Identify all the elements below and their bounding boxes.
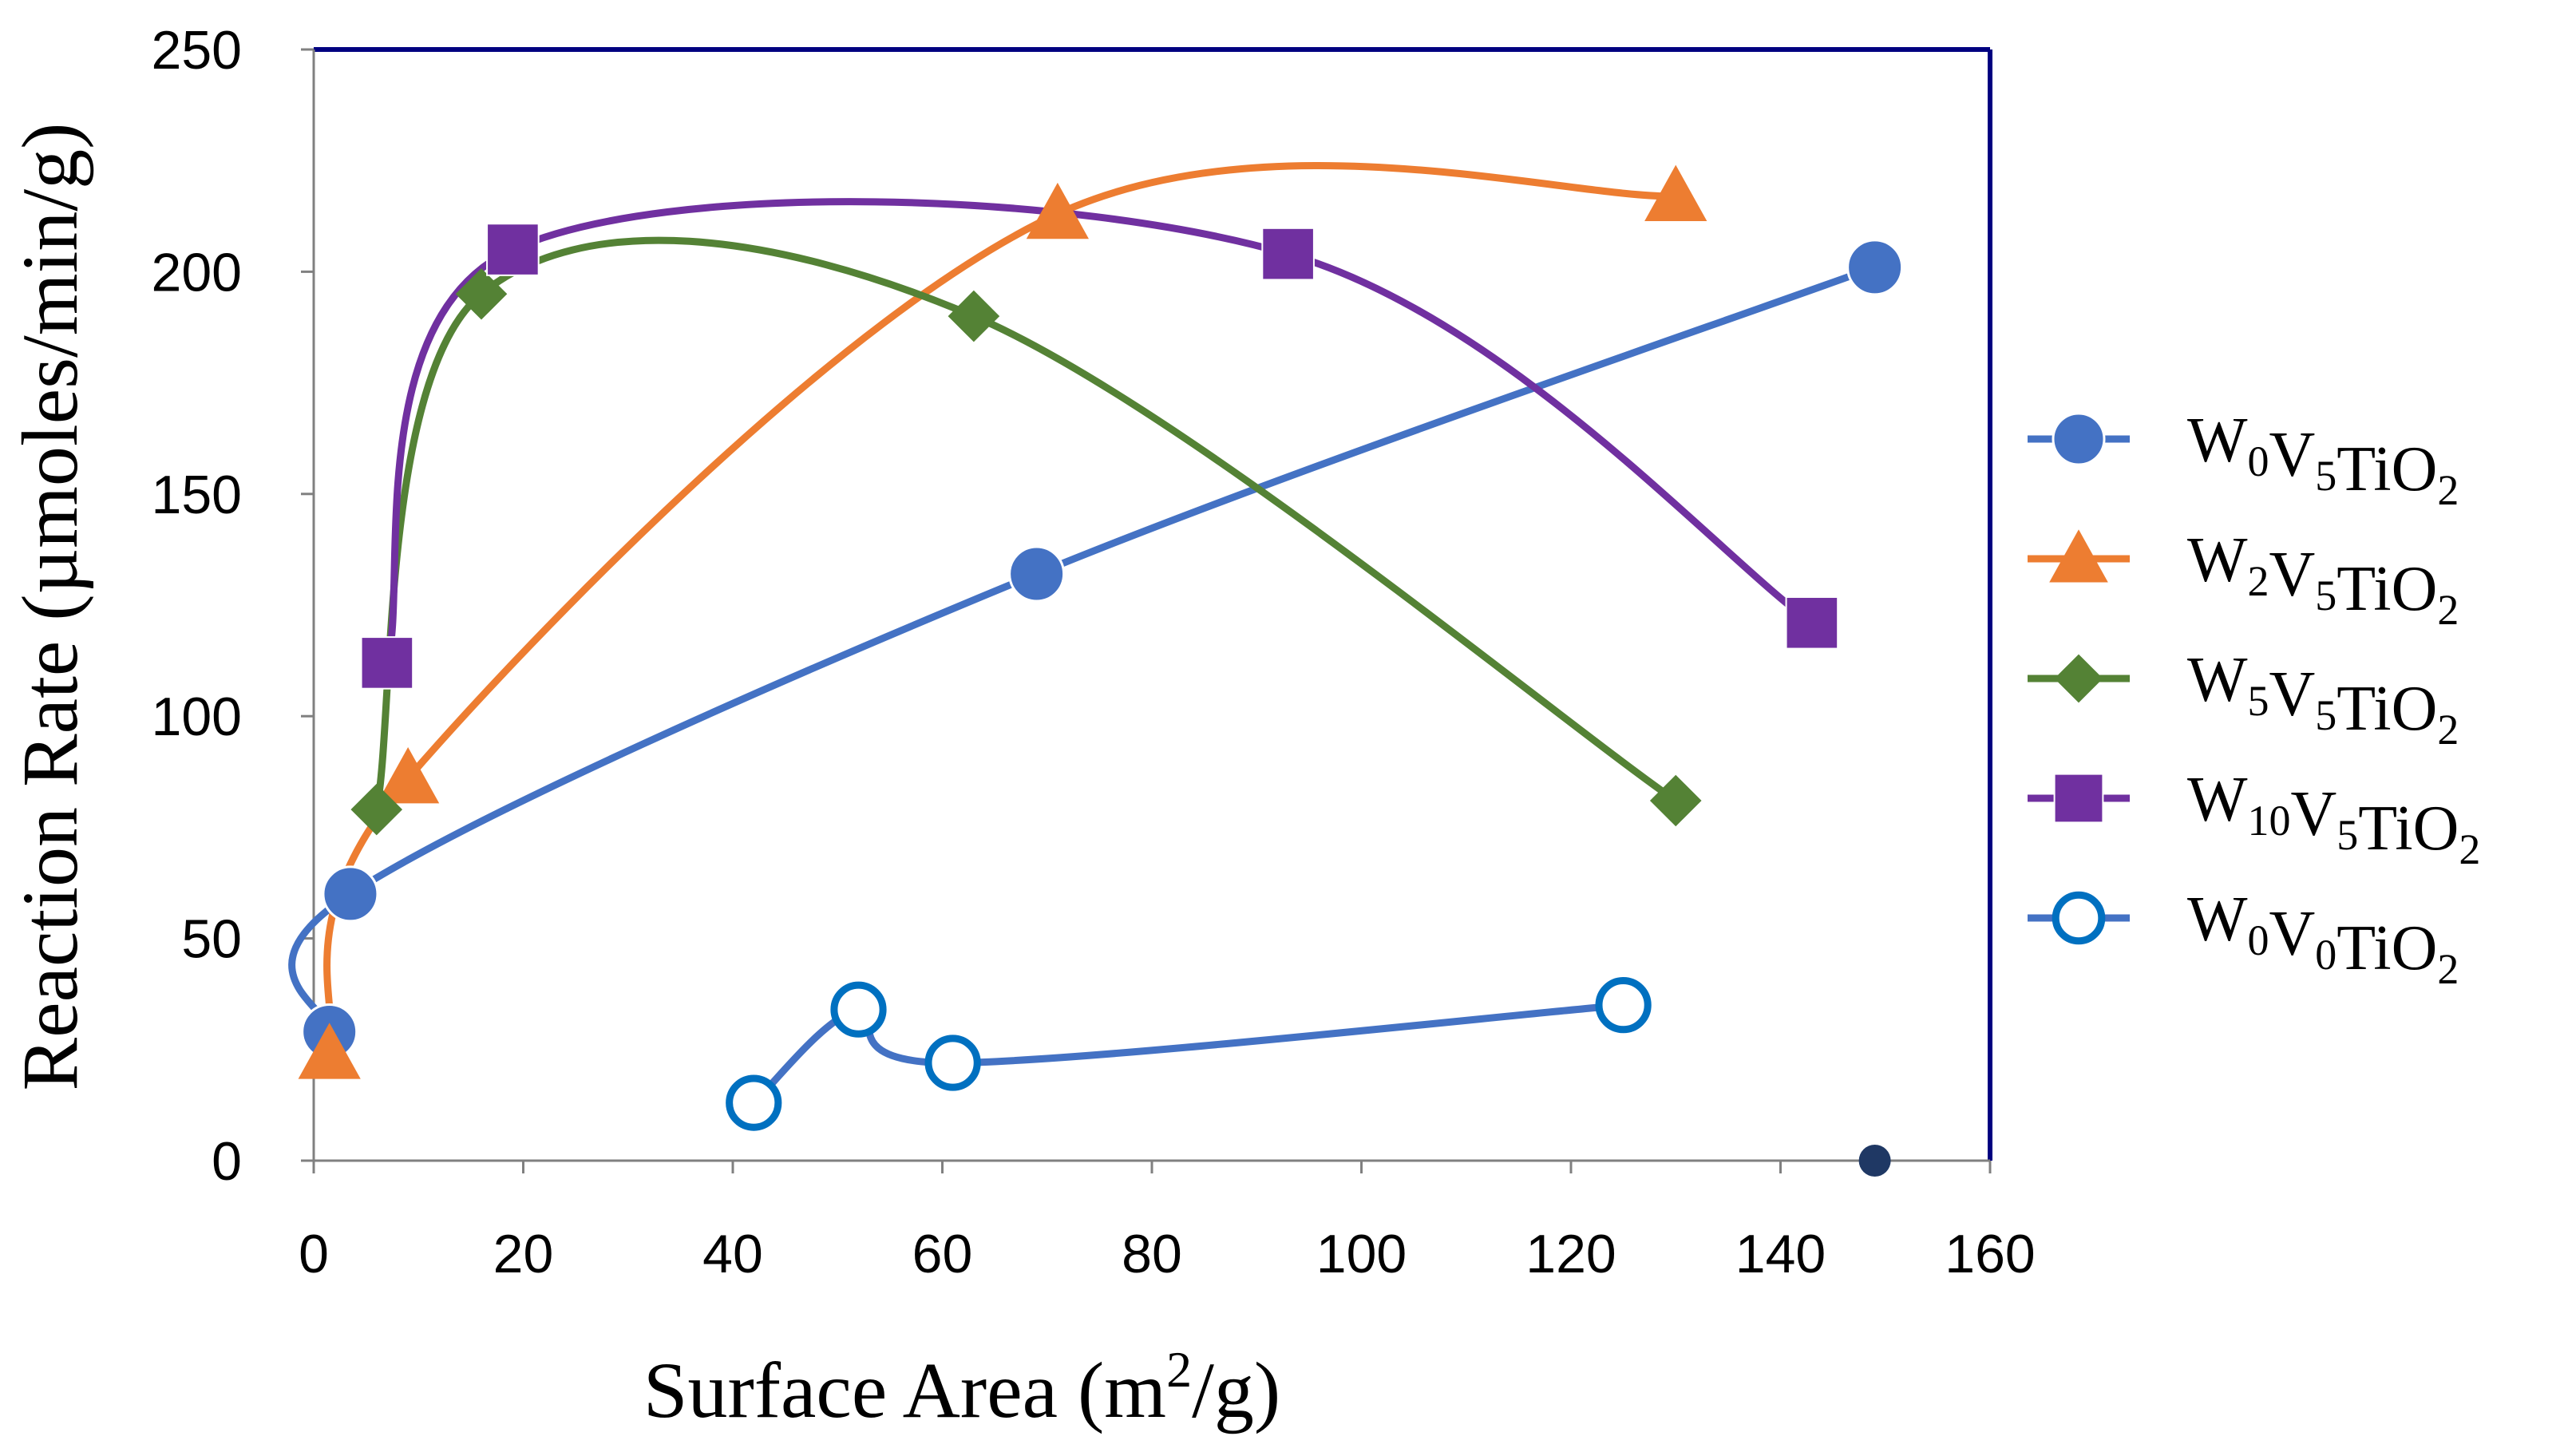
legend-marker-swatch: [2049, 529, 2108, 583]
x-axis-title-sup: 2: [1166, 1341, 1192, 1398]
extra-point-1: [1858, 1145, 1891, 1177]
legend-item-w2v5tio2: W2V5TiO2: [2028, 525, 2459, 634]
data-point-w2v5tio2-3: [1026, 182, 1089, 239]
legend-marker-swatch: [2054, 654, 2103, 703]
y-tick-label: 100: [152, 686, 242, 747]
data-point-w10v5tio2-2: [486, 223, 540, 276]
legend-item-w0v5tio2: W0V5TiO2: [2028, 406, 2459, 514]
data-point-w0v5tio2-3: [1008, 545, 1066, 603]
data-point-w5v5tio2-1: [350, 783, 403, 836]
x-tick-label: 40: [702, 1224, 763, 1284]
x-tick-label: 0: [299, 1224, 329, 1284]
x-axis-title: Surface Area (m2/g): [643, 1341, 1280, 1434]
legend-label-w2v5tio2: W2V5TiO2: [2187, 525, 2459, 634]
x-tick-label: 80: [1122, 1224, 1182, 1284]
data-point-w5v5tio2-2: [455, 267, 508, 320]
legend-marker-swatch: [2053, 773, 2104, 824]
legend-item-w0v0tio2: W0V0TiO2: [2028, 884, 2459, 993]
legend-label-w0v5tio2: W0V5TiO2: [2187, 406, 2459, 514]
legend-item-w10v5tio2: W10V5TiO2: [2028, 765, 2480, 873]
y-tick-label: 200: [152, 242, 242, 303]
x-tick-label: 60: [912, 1224, 973, 1284]
x-tick-label: 120: [1525, 1224, 1616, 1284]
plot-frame: [312, 47, 1992, 1162]
legend-label-w5v5tio2: W5V5TiO2: [2187, 645, 2459, 754]
x-axis-title-prefix: Surface Area (m: [643, 1346, 1166, 1434]
series-line-w5v5tio2: [373, 236, 1678, 811]
legend-marker-swatch: [2052, 412, 2106, 466]
legend-label-w10v5tio2: W10V5TiO2: [2187, 765, 2480, 873]
y-tick-label: 250: [152, 20, 242, 81]
x-axis-ticks: 0 20 40 60 80 100 120 140 160: [299, 1161, 2036, 1284]
series-markers: [298, 164, 1904, 1131]
data-point-w10v5tio2-1: [360, 636, 414, 690]
legend-item-w5v5tio2: W5V5TiO2: [2028, 645, 2459, 754]
data-point-w0v0tio2-2: [830, 981, 887, 1038]
x-axis-title-suffix: /g): [1192, 1346, 1280, 1434]
data-point-w2v5tio2-4: [1644, 164, 1707, 222]
y-axis-title: Reaction Rate (µmoles/min/g): [6, 123, 94, 1091]
y-tick-label: 0: [212, 1131, 242, 1192]
legend-marker-swatch: [2052, 891, 2106, 945]
legend-label-w0v0tio2: W0V0TiO2: [2187, 884, 2459, 993]
data-point-w10v5tio2-3: [1261, 227, 1315, 281]
x-tick-label: 20: [493, 1224, 554, 1284]
series-line-w2v5tio2: [323, 161, 1676, 1055]
x-tick-label: 140: [1735, 1224, 1826, 1284]
legend: W0V5TiO2 W2V5TiO2 W5V5TiO2 W10V5TiO2 W0V0TiO…: [2028, 406, 2480, 993]
data-point-w0v5tio2-2: [322, 865, 379, 923]
y-tick-label: 150: [152, 465, 242, 525]
data-point-w0v0tio2-1: [726, 1074, 782, 1131]
data-point-w2v5tio2-2: [377, 747, 440, 804]
y-tick-label: 50: [181, 909, 242, 970]
data-point-w5v5tio2-3: [948, 290, 1000, 342]
data-point-w2v5tio2-1: [298, 1023, 361, 1079]
data-point-w0v5tio2-4: [1846, 239, 1904, 296]
extra-markers: [1858, 1145, 1891, 1177]
series-line-w0v5tio2: [288, 263, 1877, 1033]
data-point-w0v0tio2-4: [1595, 977, 1652, 1034]
data-point-w5v5tio2-4: [1649, 774, 1702, 827]
data-point-w0v0tio2-3: [924, 1035, 981, 1091]
series-lines: [288, 161, 1877, 1106]
y-axis-ticks: 0 50 100 150 200 250: [152, 20, 314, 1192]
series-line-w10v5tio2: [383, 198, 1814, 664]
x-tick-label: 100: [1316, 1224, 1407, 1284]
x-tick-label: 160: [1945, 1224, 2035, 1284]
data-point-w10v5tio2-4: [1785, 595, 1839, 650]
